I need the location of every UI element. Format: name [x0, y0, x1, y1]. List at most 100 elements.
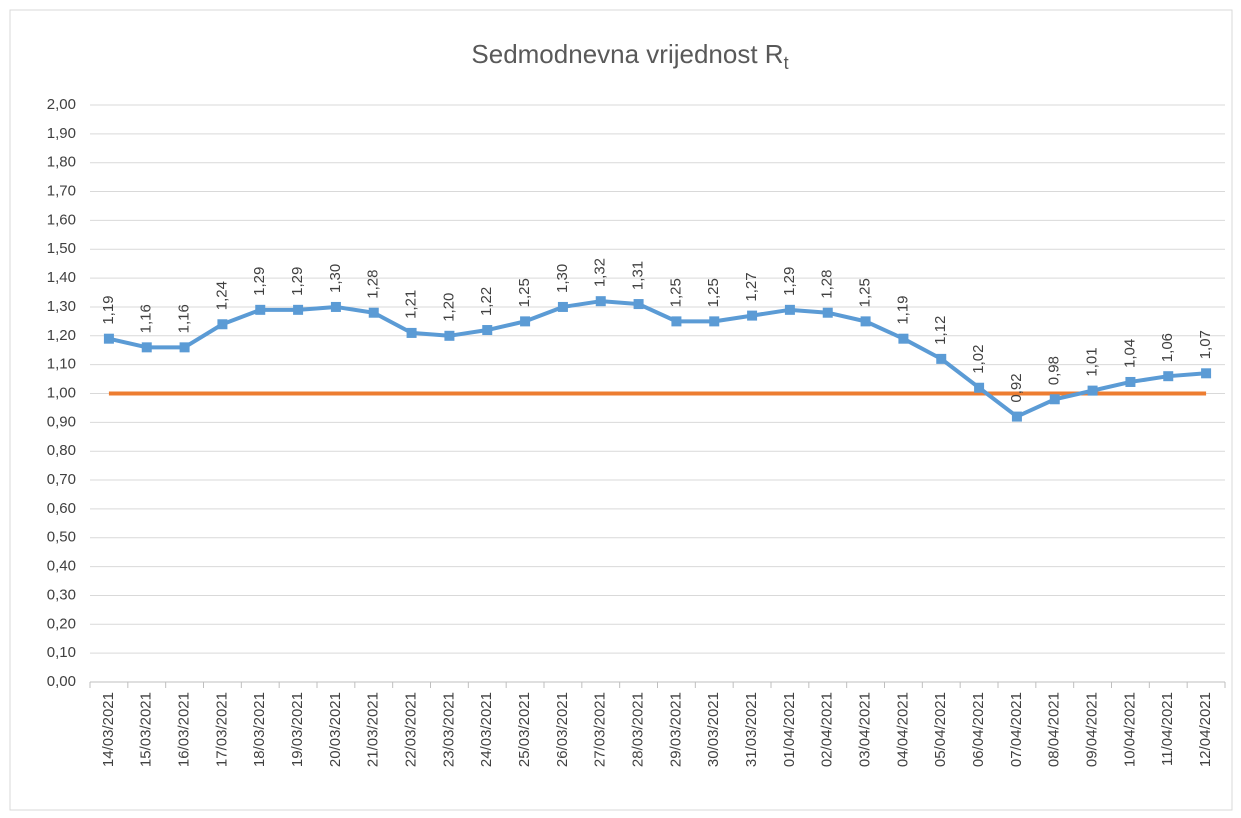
- y-tick-label: 1,40: [47, 269, 76, 286]
- x-tick-label: 08/04/2021: [1046, 692, 1063, 767]
- marker: [1125, 376, 1136, 387]
- marker: [747, 310, 758, 321]
- x-tick-label: 11/04/2021: [1159, 692, 1176, 766]
- data-label: 1,07: [1197, 330, 1214, 359]
- marker: [1011, 411, 1022, 422]
- series-line: [108, 299, 1207, 419]
- y-tick-label: 1,00: [47, 384, 76, 401]
- x-tick-label: 25/03/2021: [516, 692, 533, 767]
- data-label: 1,25: [667, 278, 684, 307]
- marker: [1049, 394, 1060, 405]
- y-tick-label: 1,30: [47, 298, 76, 315]
- marker: [482, 325, 493, 336]
- marker: [1163, 371, 1174, 382]
- marker: [557, 301, 568, 312]
- y-tick-label: 0,60: [47, 500, 76, 517]
- x-tick-label: 27/03/2021: [592, 692, 609, 767]
- marker: [255, 304, 266, 315]
- y-tick-label: 1,10: [47, 356, 76, 373]
- data-label: 1,29: [289, 267, 306, 296]
- data-label: 0,92: [1008, 373, 1025, 402]
- data-label: 1,32: [592, 258, 609, 287]
- data-label: 1,31: [630, 261, 647, 290]
- data-label: 1,28: [365, 270, 382, 299]
- data-label: 1,29: [781, 267, 798, 296]
- y-tick-label: 2,00: [47, 96, 76, 113]
- y-tick-label: 0,50: [47, 529, 76, 546]
- data-label: 1,29: [251, 267, 268, 296]
- x-tick-label: 18/03/2021: [251, 692, 268, 767]
- marker: [1087, 385, 1098, 396]
- data-label: 1,06: [1159, 333, 1176, 362]
- x-tick-label: 24/03/2021: [478, 692, 495, 767]
- data-label: 1,22: [478, 287, 495, 316]
- x-tick-label: 05/04/2021: [932, 692, 949, 767]
- data-label: 1,19: [100, 295, 117, 324]
- data-label: 1,01: [1084, 347, 1101, 376]
- data-label: 1,21: [403, 290, 420, 319]
- marker: [595, 296, 606, 307]
- data-label: 1,20: [440, 293, 457, 322]
- marker: [217, 319, 228, 330]
- marker: [103, 333, 114, 344]
- x-tick-label: 22/03/2021: [403, 692, 420, 767]
- chart-border: [9, 9, 1233, 811]
- x-tick-label: 12/04/2021: [1197, 692, 1214, 767]
- y-tick-label: 1,20: [47, 327, 76, 344]
- x-tick-label: 21/03/2021: [365, 692, 382, 767]
- x-tick-label: 15/03/2021: [138, 692, 155, 767]
- x-tick-label: 31/03/2021: [743, 692, 760, 767]
- title-subscript: t: [784, 53, 789, 73]
- x-tick-label: 14/03/2021: [100, 692, 117, 767]
- x-tick-label: 28/03/2021: [630, 692, 647, 767]
- x-tick-label: 30/03/2021: [705, 692, 722, 767]
- x-tick-label: 03/04/2021: [857, 692, 874, 767]
- x-tick-label: 01/04/2021: [781, 692, 798, 767]
- marker: [936, 353, 947, 364]
- marker: [633, 299, 644, 310]
- data-label: 1,12: [932, 316, 949, 345]
- y-tick-label: 1,60: [47, 211, 76, 228]
- data-label: 1,02: [970, 345, 987, 374]
- x-tick-label: 09/04/2021: [1084, 692, 1101, 767]
- x-tick-label: 23/03/2021: [440, 692, 457, 767]
- data-label: 0,98: [1046, 356, 1063, 385]
- marker: [368, 307, 379, 318]
- data-label: 1,25: [516, 278, 533, 307]
- data-label: 1,28: [819, 270, 836, 299]
- x-tick-label: 04/04/2021: [894, 692, 911, 767]
- x-tick-label: 20/03/2021: [327, 692, 344, 767]
- data-label: 1,27: [743, 272, 760, 301]
- data-label: 1,04: [1121, 339, 1138, 368]
- x-tick-label: 26/03/2021: [554, 692, 571, 767]
- y-tick-label: 1,50: [47, 240, 76, 257]
- data-label: 1,16: [176, 304, 193, 333]
- y-tick-label: 0,10: [47, 644, 76, 661]
- marker: [444, 330, 455, 341]
- y-tick-label: 0,70: [47, 471, 76, 488]
- x-tick-label: 19/03/2021: [289, 692, 306, 767]
- marker: [860, 316, 871, 327]
- x-tick-label: 10/04/2021: [1121, 692, 1138, 767]
- y-tick-label: 0,30: [47, 586, 76, 603]
- marker: [898, 333, 909, 344]
- x-tick-label: 07/04/2021: [1008, 692, 1025, 767]
- title-main: Sedmodnevna vrijednost R: [471, 39, 783, 69]
- marker: [330, 301, 341, 312]
- x-tick-label: 16/03/2021: [176, 692, 193, 767]
- data-label: 1,24: [213, 281, 230, 310]
- marker: [784, 304, 795, 315]
- data-label: 1,25: [705, 278, 722, 307]
- y-tick-label: 0,80: [47, 442, 76, 459]
- y-tick-label: 1,70: [47, 183, 76, 200]
- x-tick-label: 29/03/2021: [667, 692, 684, 767]
- marker: [179, 342, 190, 353]
- marker: [520, 316, 531, 327]
- data-label: 1,30: [327, 264, 344, 293]
- marker: [406, 327, 417, 338]
- x-tick-label: 02/04/2021: [819, 692, 836, 767]
- y-tick-label: 0,00: [47, 673, 76, 690]
- y-tick-label: 1,80: [47, 154, 76, 171]
- marker: [1201, 368, 1212, 379]
